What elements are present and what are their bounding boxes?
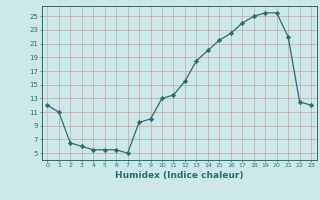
X-axis label: Humidex (Indice chaleur): Humidex (Indice chaleur): [115, 171, 244, 180]
